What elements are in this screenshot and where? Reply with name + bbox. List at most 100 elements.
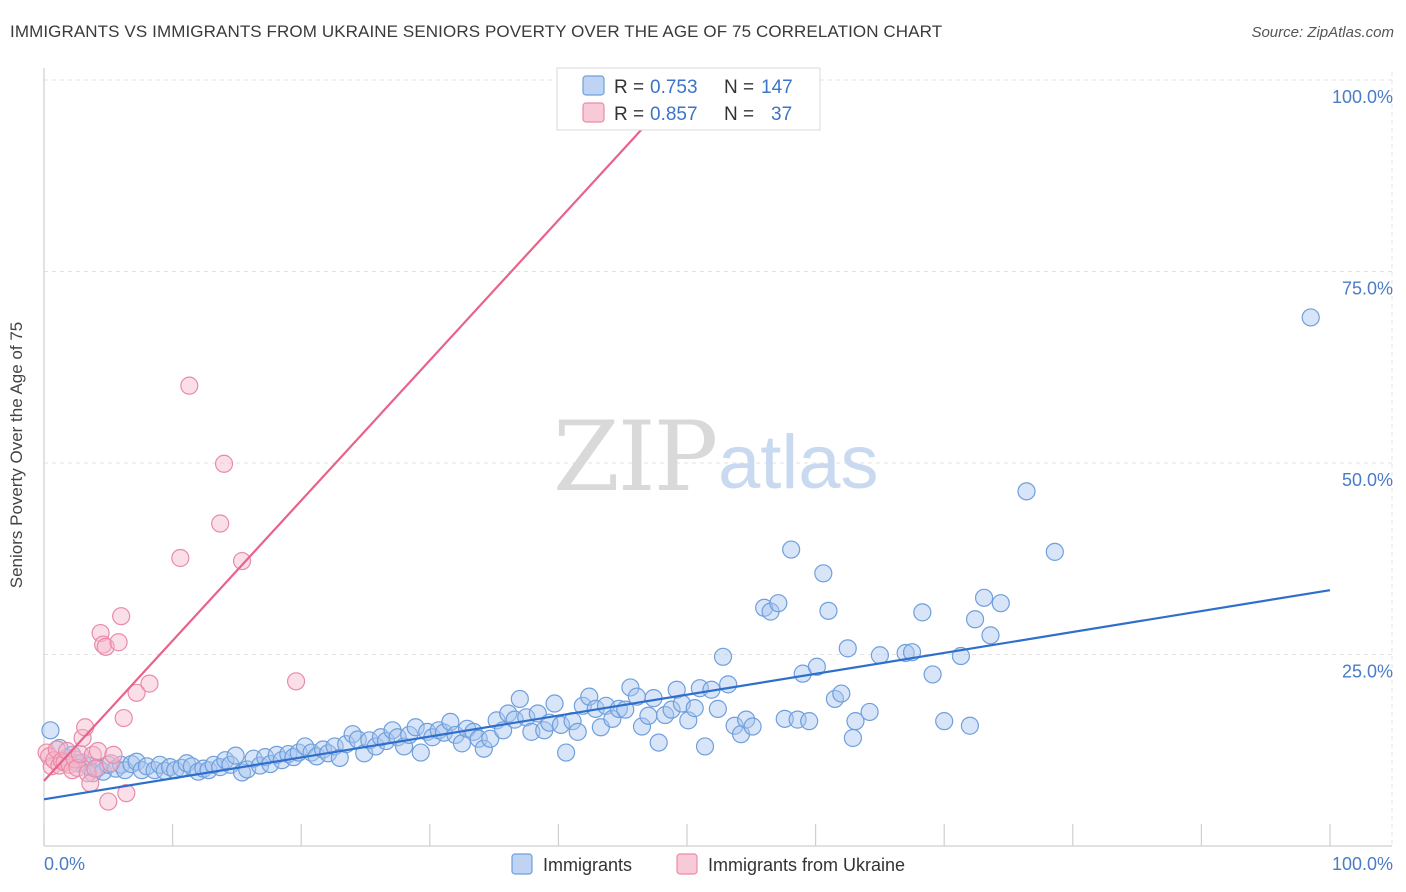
bottom-legend-immigrants: Immigrants bbox=[543, 855, 632, 875]
legend-swatch-immigrants bbox=[582, 75, 605, 96]
point-s1-36 bbox=[214, 454, 234, 473]
point-s0-101 bbox=[621, 678, 640, 697]
point-s0-136 bbox=[838, 639, 857, 658]
legend-swatch-ukraine bbox=[582, 102, 605, 123]
point-s0-147 bbox=[960, 716, 980, 735]
point-s1-24 bbox=[99, 792, 118, 811]
point-s0-109 bbox=[667, 680, 686, 699]
legend-r-label-1: R = bbox=[614, 77, 644, 98]
point-s0-137 bbox=[843, 728, 862, 748]
point-s0-18 bbox=[145, 761, 164, 780]
y-tick-label-0: 25.0% bbox=[1342, 662, 1393, 682]
point-s0-149 bbox=[974, 588, 994, 607]
point-s0-154 bbox=[1301, 308, 1320, 327]
point-s0-126 bbox=[775, 709, 794, 728]
series-0 bbox=[41, 308, 1320, 783]
x-tick-label-1: 100.0% bbox=[1332, 854, 1393, 874]
point-s0-76 bbox=[474, 739, 493, 758]
point-s1-26 bbox=[104, 745, 123, 764]
point-s0-135 bbox=[832, 684, 851, 703]
top-legend: R = 0.753 N = 147 R = 0.857 N = 37 bbox=[556, 67, 821, 131]
point-s0-65 bbox=[411, 743, 430, 762]
y-tick-label-1: 50.0% bbox=[1342, 470, 1393, 490]
trend-line-1 bbox=[43, 79, 688, 782]
point-s0-138 bbox=[846, 712, 865, 731]
point-s0-143 bbox=[913, 603, 932, 622]
point-s1-30 bbox=[117, 784, 136, 803]
point-s0-118 bbox=[719, 675, 738, 694]
point-s0-144 bbox=[923, 665, 942, 684]
point-s1-33 bbox=[171, 548, 190, 568]
point-s0-153 bbox=[1045, 542, 1064, 561]
point-s1-27 bbox=[109, 633, 128, 652]
point-s0-98 bbox=[603, 709, 622, 728]
point-s0-122 bbox=[743, 717, 762, 736]
point-s0-139 bbox=[860, 702, 879, 722]
source-label: Source: ZipAtlas.com bbox=[1251, 24, 1394, 41]
point-s0-33 bbox=[226, 746, 245, 765]
point-s1-37 bbox=[232, 551, 252, 571]
legend-n-label-1: N = bbox=[724, 77, 754, 98]
legend-r-value-2: 0.857 bbox=[650, 104, 698, 125]
legend-r-value-1: 0.753 bbox=[650, 77, 698, 98]
point-s0-89 bbox=[551, 715, 571, 735]
point-s0-133 bbox=[819, 601, 838, 620]
point-s0-106 bbox=[649, 733, 668, 752]
bottom-legend-swatch-ukraine bbox=[676, 853, 698, 875]
legend-n-value-2: 37 bbox=[771, 104, 792, 125]
grid bbox=[44, 72, 1393, 846]
point-s0-108 bbox=[662, 700, 681, 719]
point-s0-64 bbox=[406, 718, 425, 737]
legend-n-value-1: 147 bbox=[761, 77, 793, 98]
point-s0-121 bbox=[737, 710, 756, 729]
x-tick-label-0: 0.0% bbox=[44, 854, 85, 874]
chart-title: IMMIGRANTS VS IMMIGRANTS FROM UKRAINE SE… bbox=[10, 22, 943, 41]
point-s0-116 bbox=[708, 699, 727, 718]
tick-labels: 25.0% 50.0% 75.0% 100.0% 0.0% 100.0% bbox=[44, 87, 1393, 874]
point-s0-152 bbox=[1017, 482, 1036, 501]
point-s1-32 bbox=[140, 674, 159, 693]
point-s0-125 bbox=[769, 594, 788, 613]
point-s1-38 bbox=[286, 672, 306, 691]
watermark-atlas: atlas bbox=[718, 420, 879, 505]
point-s0-148 bbox=[965, 610, 985, 629]
legend-r-label-2: R = bbox=[614, 104, 644, 125]
point-s0-36 bbox=[244, 749, 263, 768]
point-s0-112 bbox=[685, 699, 704, 718]
point-s0-131 bbox=[807, 657, 826, 676]
trend-line-0 bbox=[43, 589, 1331, 801]
point-s0-128 bbox=[788, 710, 807, 729]
point-s1-34 bbox=[180, 376, 199, 395]
point-s0-82 bbox=[510, 689, 529, 709]
legend-n-label-2: N = bbox=[724, 104, 754, 125]
point-s0-141 bbox=[896, 643, 915, 663]
y-tick-label-3: 100.0% bbox=[1332, 87, 1393, 107]
trend-layer bbox=[43, 79, 1331, 801]
point-s0-92 bbox=[568, 722, 587, 741]
axes bbox=[43, 68, 1392, 847]
point-s0-103 bbox=[632, 717, 652, 736]
point-s0-0 bbox=[41, 721, 60, 740]
bottom-legend-ukraine: Immigrants from Ukraine bbox=[708, 855, 905, 875]
point-s0-127 bbox=[782, 540, 801, 559]
point-s1-28 bbox=[112, 607, 131, 626]
point-s1-31 bbox=[127, 683, 146, 702]
point-s0-140 bbox=[870, 646, 890, 665]
point-s0-77 bbox=[481, 729, 500, 748]
bottom-legend-swatch-immigrants bbox=[511, 853, 533, 875]
point-s0-104 bbox=[639, 706, 658, 725]
point-s1-20 bbox=[88, 741, 108, 761]
point-s0-53 bbox=[343, 725, 362, 744]
point-s1-12 bbox=[68, 758, 87, 777]
point-s0-151 bbox=[991, 594, 1010, 613]
point-s0-117 bbox=[713, 647, 733, 666]
series-layer bbox=[37, 308, 1320, 811]
watermark: ZIP atlas bbox=[553, 401, 879, 513]
watermark-zip: ZIP bbox=[553, 401, 716, 513]
point-s0-88 bbox=[545, 694, 564, 713]
point-s0-90 bbox=[557, 743, 576, 762]
point-s1-22 bbox=[94, 635, 113, 654]
y-tick-label-2: 75.0% bbox=[1342, 279, 1393, 299]
point-s1-35 bbox=[211, 514, 230, 533]
